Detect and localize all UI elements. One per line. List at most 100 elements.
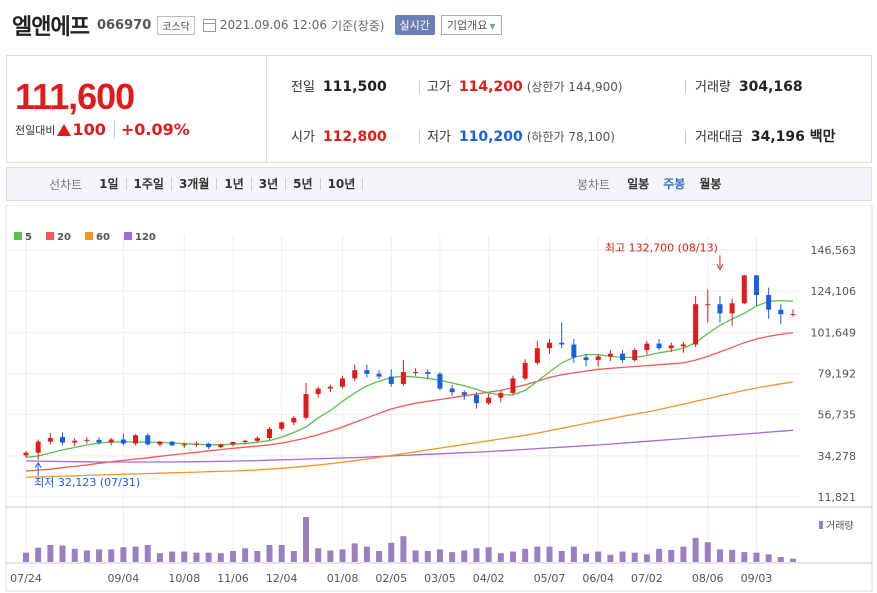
- stat-value: 114,200: [458, 79, 523, 95]
- volume-bar: [132, 546, 139, 562]
- candle: [449, 384, 455, 396]
- volume-bar: [266, 544, 273, 562]
- volume-bar: [680, 546, 687, 562]
- candle: [498, 390, 504, 403]
- candle: [47, 432, 53, 445]
- y-tick-label: 146,563: [811, 244, 857, 257]
- candle-weekly[interactable]: 주봉: [663, 177, 686, 191]
- stat-high: 고가 114,200 (상한가 144,900): [427, 76, 623, 95]
- period-3m[interactable]: 3개월: [172, 178, 218, 190]
- candle: [790, 309, 796, 317]
- volume-bar: [497, 553, 504, 562]
- volume-bar: [595, 551, 602, 562]
- quote-basis: 기준(장중): [330, 18, 385, 33]
- stat-open: 시가 112,800: [291, 126, 387, 145]
- change-value: 100: [72, 120, 106, 139]
- change-row: 전일대비 100 +0.09%: [15, 120, 190, 139]
- period-1y[interactable]: 1년: [217, 178, 252, 190]
- candle: [60, 432, 66, 446]
- volume-bar: [388, 542, 395, 562]
- candle: [315, 386, 321, 398]
- volume-bar: [47, 544, 54, 562]
- y-tick-label: 124,106: [811, 285, 857, 298]
- candle: [413, 368, 419, 376]
- volume-bar: [473, 548, 480, 562]
- weekly-candle-chart: 5 20 60 120 거래량 146,563 124,106 101,649 79,192…: [5, 205, 873, 592]
- volume-bar: [83, 550, 90, 562]
- candle: [96, 437, 102, 445]
- candle-chart-options: 봉차트 일봉 주봉 월봉: [577, 168, 728, 200]
- candle: [133, 434, 139, 446]
- candle: [364, 364, 370, 378]
- legend-label: 60: [96, 232, 110, 243]
- candle-daily[interactable]: 일봉: [627, 177, 650, 191]
- x-tick-label: 10/08: [168, 572, 200, 585]
- candle: [534, 340, 540, 365]
- volume-bar: [509, 551, 516, 562]
- stat-amount: 거래대금 34,196 백만: [695, 126, 836, 146]
- volume-bar: [108, 549, 115, 562]
- stock-code: 066970: [96, 17, 152, 33]
- ma60-line: [25, 381, 794, 479]
- quote-panel: 111,600 전일대비 100 +0.09% 전일 111,500 고가 114,…: [6, 55, 872, 163]
- period-1d[interactable]: 1일: [92, 178, 127, 190]
- volume-bar: [570, 546, 577, 562]
- candle: [388, 369, 394, 387]
- candle-monthly[interactable]: 월봉: [699, 177, 722, 191]
- chart-toolbar: 선차트 1일 1주일 3개월 1년 3년 5년 10년 봉차트 일봉 주봉 월봉: [6, 167, 872, 201]
- volume-bar: [753, 552, 760, 562]
- volume-bar: [668, 549, 675, 562]
- x-tick-label: 03/05: [424, 572, 456, 585]
- period-5y[interactable]: 5년: [286, 178, 321, 190]
- candle: [486, 394, 492, 406]
- volume-bar: [424, 551, 431, 562]
- candle: [327, 384, 333, 393]
- company-info-dropdown[interactable]: 기업개요 ▼: [440, 15, 502, 35]
- lower-limit: (하한가 78,100): [526, 130, 615, 144]
- candle: [729, 298, 735, 327]
- candle: [169, 440, 175, 447]
- stat-value: 110,200: [458, 129, 523, 145]
- volume-bar: [327, 550, 334, 562]
- volume-bar: [704, 542, 711, 562]
- arrow-up-icon: [57, 123, 72, 136]
- volume-bar: [351, 543, 358, 562]
- volume-bar: [156, 553, 163, 562]
- candle: [218, 443, 224, 449]
- stat-value: 304,168: [738, 79, 803, 95]
- period-10y[interactable]: 10년: [321, 178, 364, 190]
- volume-bar: [522, 548, 529, 562]
- x-tick-label: 08/06: [692, 572, 724, 585]
- legend-label: 120: [135, 232, 156, 243]
- candle: [766, 287, 772, 319]
- realtime-button[interactable]: 실시간: [394, 15, 435, 35]
- legend-swatch: [46, 232, 54, 240]
- volume-bar: [217, 553, 224, 562]
- x-tick-label: 09/03: [741, 572, 773, 585]
- candle: [266, 427, 272, 440]
- stat-value: 112,800: [322, 129, 387, 145]
- price-box: 111,600 전일대비 100 +0.09%: [7, 56, 267, 162]
- candle: [145, 433, 151, 446]
- x-tick-label: 05/07: [534, 572, 566, 585]
- candle: [157, 440, 163, 447]
- y-tick-label: 101,649: [811, 326, 857, 339]
- volume-bar: [339, 549, 346, 562]
- volume-bar: [716, 549, 723, 562]
- volume-bar: [741, 552, 748, 562]
- stock-name: 엘앤에프: [12, 15, 90, 40]
- period-1w[interactable]: 1주일: [127, 178, 172, 190]
- volume-bar: [583, 553, 590, 562]
- volume-bar: [376, 551, 383, 562]
- upper-limit: (상한가 144,900): [526, 80, 623, 94]
- period-3y[interactable]: 3년: [252, 178, 287, 190]
- volume-bar: [205, 552, 212, 562]
- candle: [279, 421, 285, 431]
- candle: [473, 392, 479, 409]
- candle: [108, 438, 114, 446]
- volume-bar: [790, 558, 796, 562]
- candle: [254, 436, 260, 443]
- candle: [522, 359, 528, 381]
- candle: [632, 348, 638, 362]
- candle: [717, 295, 723, 323]
